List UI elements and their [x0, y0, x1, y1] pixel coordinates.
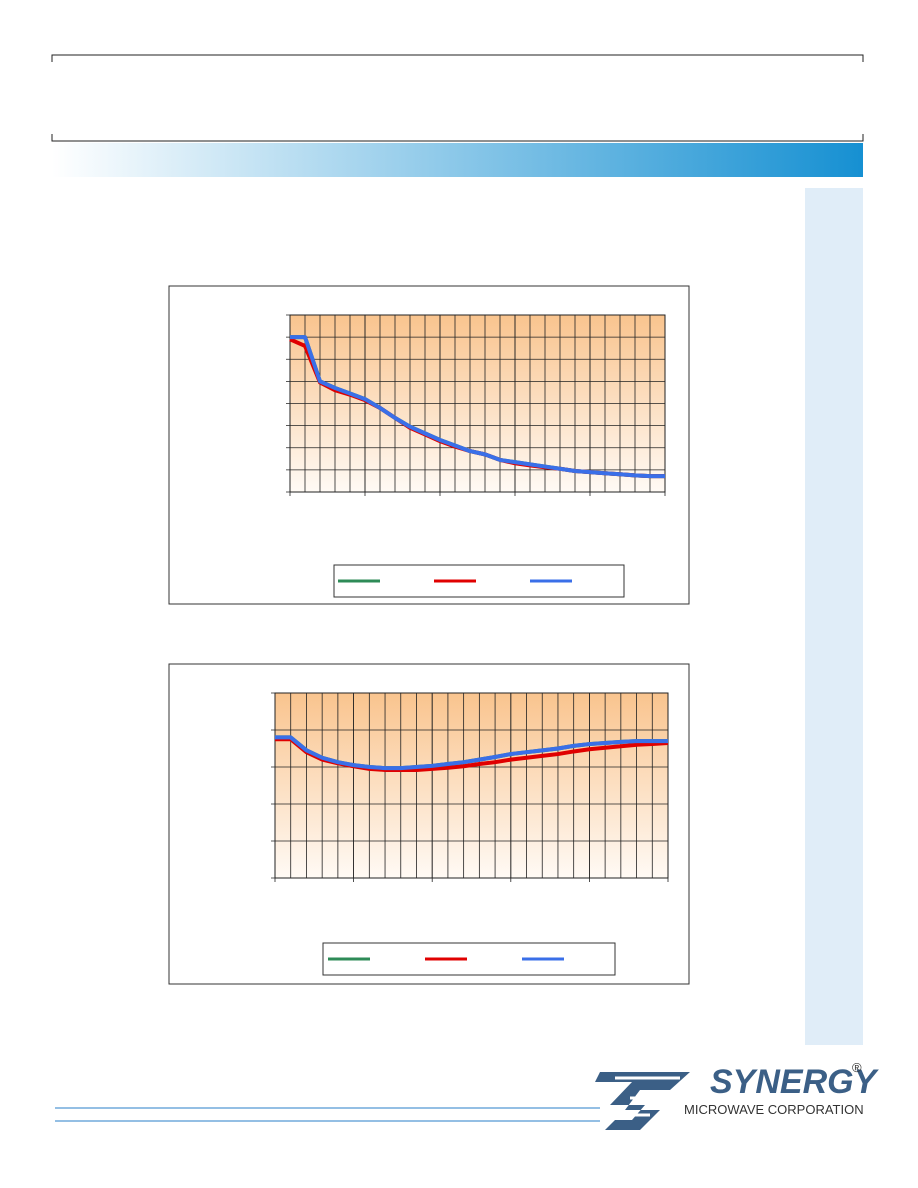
- header-frame: [51, 54, 864, 142]
- logo: SYNERGY ® MICROWAVE CORPORATION: [595, 1060, 880, 1130]
- legend: [322, 942, 616, 976]
- logo-stripes: [612, 1076, 680, 1117]
- header-band: [52, 143, 863, 177]
- series-line: [275, 735, 668, 771]
- logo-registered: ®: [852, 1060, 862, 1075]
- logo-name: SYNERGY: [710, 1063, 880, 1101]
- plot-area: [275, 693, 668, 878]
- sidebar: [805, 188, 863, 1045]
- footer: SYNERGY ® MICROWAVE CORPORATION: [55, 1060, 880, 1130]
- plot-border: [274, 692, 669, 879]
- legend: [333, 564, 625, 598]
- logo-subtitle: MICROWAVE CORPORATION: [684, 1102, 864, 1117]
- plot-border: [289, 314, 666, 493]
- header: [51, 54, 864, 177]
- series-line: [290, 335, 665, 479]
- logo-mark: [595, 1072, 690, 1130]
